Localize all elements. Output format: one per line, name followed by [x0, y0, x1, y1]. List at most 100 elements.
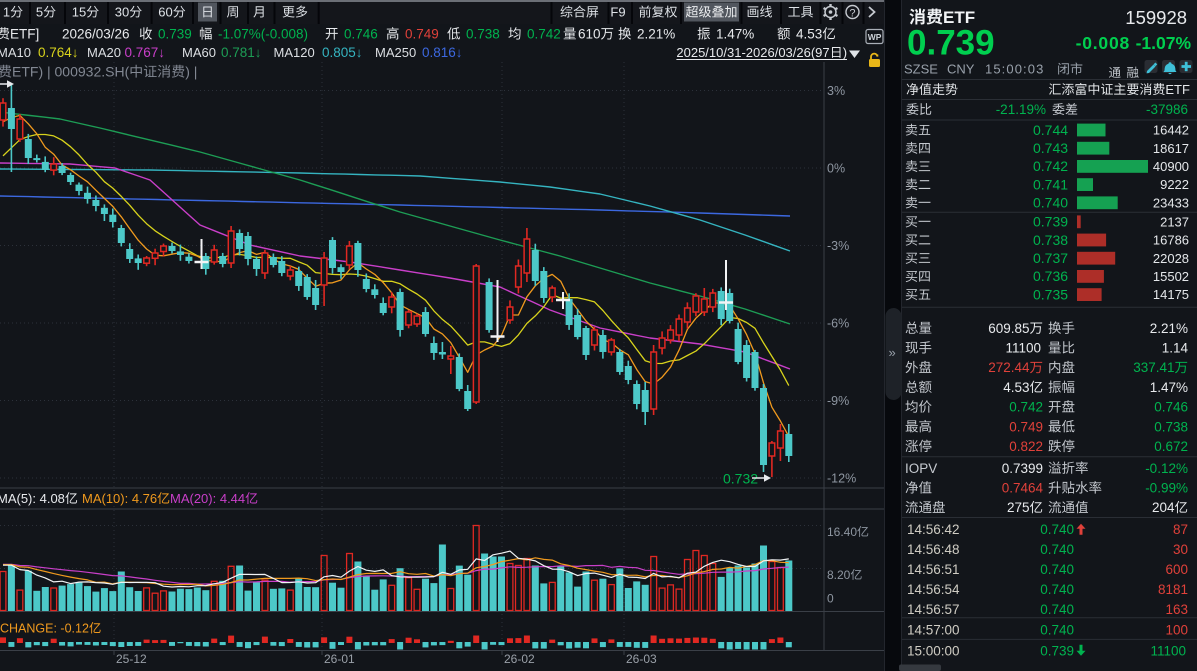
- svg-text:30: 30: [115, 5, 129, 20]
- svg-text:5: 5: [36, 5, 43, 20]
- svg-text:16442: 16442: [1153, 123, 1189, 138]
- svg-text:610: 610: [578, 27, 601, 42]
- svg-text:MA(5): 4.08: MA(5): 4.08: [0, 491, 65, 506]
- svg-text:-6%: -6%: [827, 317, 849, 331]
- svg-text:-0.99%: -0.99%: [1145, 481, 1188, 496]
- svg-text:0.746: 0.746: [344, 27, 378, 42]
- svg-text:272.44: 272.44: [988, 360, 1030, 375]
- svg-text:14:56:48: 14:56:48: [907, 542, 960, 557]
- svg-text:1.47%: 1.47%: [1150, 380, 1188, 395]
- svg-text:600: 600: [1166, 562, 1189, 577]
- svg-text:30: 30: [1173, 542, 1188, 557]
- svg-text:2.21%: 2.21%: [1150, 321, 1188, 336]
- svg-text:100: 100: [1166, 623, 1189, 638]
- svg-text:0.738: 0.738: [466, 27, 500, 42]
- svg-text:): ): [843, 45, 847, 60]
- svg-text:15:00:03: 15:00:03: [985, 62, 1044, 77]
- svg-text:4.53: 4.53: [1003, 380, 1029, 395]
- svg-text:2026/03/26: 2026/03/26: [62, 27, 130, 42]
- svg-text:0.739: 0.739: [1040, 643, 1074, 658]
- svg-text:IOPV: IOPV: [905, 461, 937, 476]
- svg-text:ETF]: ETF]: [10, 27, 39, 42]
- svg-text:MA20: MA20: [87, 45, 121, 60]
- svg-text:11100: 11100: [1006, 341, 1042, 356]
- svg-text:14:56:57: 14:56:57: [907, 602, 960, 617]
- svg-text:0.781↓: 0.781↓: [221, 45, 262, 60]
- svg-text:26-01: 26-01: [324, 652, 355, 666]
- svg-text:0.739: 0.739: [158, 27, 192, 42]
- svg-text:0: 0: [827, 592, 834, 606]
- svg-text:0.7399: 0.7399: [1002, 461, 1043, 476]
- svg-text:-3%: -3%: [827, 239, 849, 253]
- svg-text:8.20: 8.20: [827, 568, 851, 582]
- svg-text:0.816↓: 0.816↓: [422, 45, 463, 60]
- svg-text:204: 204: [1152, 500, 1175, 515]
- svg-text:-1.07%(-0.008): -1.07%(-0.008): [218, 27, 308, 42]
- svg-text:-0.008: -0.008: [1076, 33, 1130, 53]
- svg-text:16786: 16786: [1153, 233, 1189, 248]
- svg-text:-1.07%: -1.07%: [1136, 33, 1192, 53]
- svg-text:60: 60: [158, 5, 172, 20]
- svg-text:0.740: 0.740: [1040, 602, 1074, 617]
- svg-text:275: 275: [1007, 500, 1030, 515]
- svg-text:9222: 9222: [1160, 177, 1189, 192]
- svg-text:0.740: 0.740: [1040, 542, 1074, 557]
- svg-text:26-03: 26-03: [626, 652, 657, 666]
- svg-text:14:56:54: 14:56:54: [907, 582, 960, 597]
- svg-text:14:56:42: 14:56:42: [907, 522, 960, 537]
- svg-text:8181: 8181: [1158, 582, 1188, 597]
- svg-text:23433: 23433: [1153, 195, 1189, 210]
- svg-text:1.14: 1.14: [1162, 341, 1189, 356]
- svg-text:MA60: MA60: [182, 45, 216, 60]
- svg-text:CHANGE: -0.12: CHANGE: -0.12: [0, 622, 89, 636]
- svg-text:MA10: MA10: [0, 45, 31, 60]
- svg-text:0.740: 0.740: [1033, 195, 1068, 211]
- svg-text:0.7464: 0.7464: [1002, 481, 1044, 496]
- svg-text:2137: 2137: [1160, 214, 1189, 229]
- svg-text:WP: WP: [868, 32, 882, 42]
- svg-text:ETF: ETF: [1165, 82, 1190, 97]
- svg-text:15502: 15502: [1153, 269, 1189, 284]
- svg-text:0.805↓: 0.805↓: [322, 45, 363, 60]
- svg-text:0.739: 0.739: [907, 24, 995, 63]
- svg-text:) |: ) |: [185, 64, 197, 80]
- svg-text:0.764↓: 0.764↓: [38, 45, 79, 60]
- svg-text:ETF) | 000932.SH(: ETF) | 000932.SH(: [12, 64, 130, 80]
- svg-text:1.47%: 1.47%: [716, 27, 754, 42]
- svg-text:16.40: 16.40: [827, 525, 857, 539]
- svg-text:0.743: 0.743: [1033, 140, 1068, 156]
- svg-text:3%: 3%: [827, 84, 845, 98]
- svg-text:0.742: 0.742: [1009, 400, 1043, 415]
- svg-text:0.738: 0.738: [1154, 419, 1188, 434]
- svg-text:-37986: -37986: [1146, 102, 1188, 117]
- svg-text:0.767↓: 0.767↓: [125, 45, 166, 60]
- svg-text:0.738: 0.738: [1033, 232, 1068, 248]
- svg-text:0.740: 0.740: [1040, 522, 1074, 537]
- svg-text:-21.19%: -21.19%: [996, 102, 1046, 117]
- svg-text:1: 1: [3, 5, 10, 20]
- svg-text:87: 87: [1173, 522, 1188, 537]
- svg-text:0.741: 0.741: [1033, 176, 1068, 192]
- svg-text:11100: 11100: [1151, 643, 1187, 658]
- svg-text:0.732: 0.732: [723, 471, 758, 487]
- svg-text:15: 15: [72, 5, 86, 20]
- svg-text:40900: 40900: [1153, 159, 1189, 174]
- svg-text:14:56:51: 14:56:51: [907, 562, 960, 577]
- svg-text:26-02: 26-02: [504, 652, 535, 666]
- svg-text:0.744: 0.744: [1033, 122, 1068, 138]
- svg-text:609.85: 609.85: [988, 321, 1029, 336]
- svg-text:SZSE: SZSE: [904, 62, 938, 77]
- svg-text:2025/10/31-2026/03/26(97: 2025/10/31-2026/03/26(97: [676, 45, 829, 60]
- svg-text:ETF: ETF: [943, 8, 975, 27]
- svg-text:15:00:00: 15:00:00: [907, 643, 960, 658]
- svg-text:18617: 18617: [1153, 141, 1189, 156]
- svg-text:MA(10): 4.76: MA(10): 4.76: [82, 491, 157, 506]
- svg-text:0.739: 0.739: [1033, 214, 1068, 230]
- svg-text:0.735: 0.735: [1033, 286, 1068, 302]
- svg-text:25-12: 25-12: [116, 652, 147, 666]
- svg-text:0.749: 0.749: [1009, 419, 1043, 434]
- svg-text:?: ?: [849, 8, 855, 20]
- svg-text:0.737: 0.737: [1033, 250, 1068, 266]
- svg-text:0.740: 0.740: [1040, 623, 1074, 638]
- svg-text:0.740: 0.740: [1040, 562, 1074, 577]
